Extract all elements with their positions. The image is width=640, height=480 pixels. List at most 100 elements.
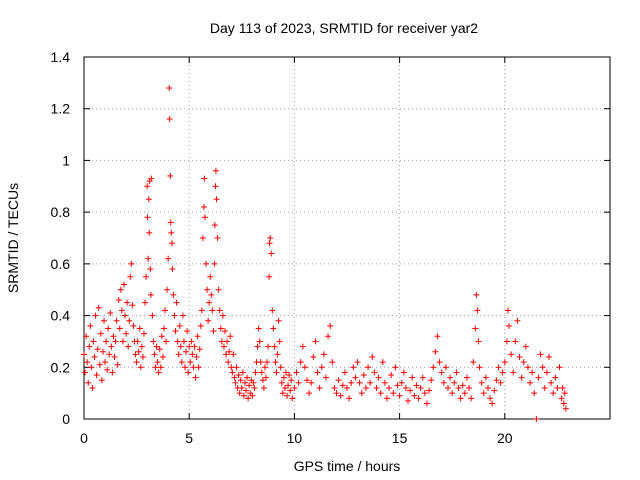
data-point — [157, 364, 164, 371]
data-point — [235, 372, 242, 379]
y-tick-label: 1 — [62, 152, 70, 168]
data-point — [365, 364, 372, 371]
data-point — [473, 291, 480, 298]
data-point — [187, 359, 194, 366]
data-point — [195, 364, 202, 371]
data-point — [267, 235, 274, 241]
y-tick-labels: 0 0.2 0.4 0.6 0.8 1 1.2 1.4 — [51, 49, 71, 427]
data-point — [207, 273, 214, 280]
data-point — [282, 369, 289, 376]
data-point — [415, 395, 422, 402]
data-point — [554, 384, 561, 391]
data-point — [434, 333, 441, 340]
data-point — [543, 369, 550, 376]
data-point — [214, 235, 221, 241]
data-point — [478, 379, 485, 386]
data-point — [277, 364, 284, 371]
data-point — [396, 392, 403, 399]
data-point — [474, 307, 481, 314]
data-point — [430, 364, 437, 371]
data-point — [560, 400, 567, 407]
data-point — [516, 353, 523, 360]
data-point — [390, 390, 397, 397]
data-point — [266, 240, 273, 247]
data-point — [258, 369, 265, 376]
data-point — [238, 384, 245, 391]
data-point — [112, 338, 119, 345]
x-tick-label: 5 — [185, 430, 193, 446]
data-point — [472, 325, 479, 332]
data-point — [499, 369, 506, 376]
data-point — [533, 416, 540, 422]
data-point — [288, 377, 295, 384]
data-point — [184, 328, 191, 335]
data-point — [287, 387, 294, 394]
data-point — [146, 229, 153, 236]
data-point — [251, 384, 258, 391]
data-point — [291, 384, 298, 391]
data-point — [107, 309, 114, 316]
data-point — [417, 384, 424, 391]
data-point — [143, 273, 150, 280]
data-point — [398, 379, 405, 386]
data-point — [126, 317, 133, 324]
data-point — [392, 364, 399, 371]
data-point — [180, 338, 187, 345]
data-point — [270, 325, 277, 332]
data-point — [246, 382, 253, 389]
axis-ticks — [83, 56, 610, 420]
data-point — [113, 317, 120, 324]
data-point — [493, 377, 500, 384]
data-point — [271, 343, 278, 350]
data-point — [140, 330, 147, 337]
data-point — [453, 369, 460, 376]
data-point — [139, 353, 146, 360]
data-point — [170, 291, 177, 298]
data-point — [147, 266, 154, 273]
data-point — [241, 379, 248, 386]
data-point — [205, 317, 212, 324]
data-point — [295, 379, 302, 386]
data-point — [142, 299, 149, 306]
data-point — [367, 379, 374, 386]
data-point — [90, 338, 97, 345]
data-point — [548, 379, 555, 386]
data-point — [402, 384, 409, 391]
data-point — [284, 392, 291, 399]
data-point — [127, 273, 134, 280]
data-point — [137, 364, 144, 371]
data-point — [428, 377, 435, 384]
data-point — [466, 384, 473, 391]
data-point — [91, 353, 98, 360]
data-point — [545, 353, 552, 360]
data-point — [167, 172, 174, 179]
chart-title: Day 113 of 2023, SRMTID for receiver yar… — [210, 20, 478, 36]
data-point — [447, 374, 454, 381]
data-point — [293, 369, 300, 376]
data-point — [377, 390, 384, 397]
data-point — [191, 343, 198, 350]
data-point — [136, 325, 143, 332]
data-point — [350, 364, 357, 371]
data-point — [200, 203, 207, 210]
data-point — [193, 353, 200, 360]
x-tick-label: 20 — [497, 430, 513, 446]
data-point — [144, 214, 151, 221]
data-point — [105, 325, 112, 332]
data-point — [426, 387, 433, 394]
data-point — [94, 346, 101, 353]
data-point — [438, 369, 445, 376]
data-point — [535, 374, 542, 381]
data-point — [150, 338, 157, 345]
data-point — [339, 382, 346, 389]
data-point — [411, 392, 418, 399]
data-point — [249, 392, 256, 399]
data-point — [133, 359, 140, 366]
data-point — [153, 343, 160, 350]
data-point — [165, 255, 172, 262]
data-point — [198, 307, 205, 314]
data-point — [178, 359, 185, 366]
data-point — [223, 351, 230, 358]
data-point — [160, 325, 167, 332]
data-point — [85, 379, 92, 386]
